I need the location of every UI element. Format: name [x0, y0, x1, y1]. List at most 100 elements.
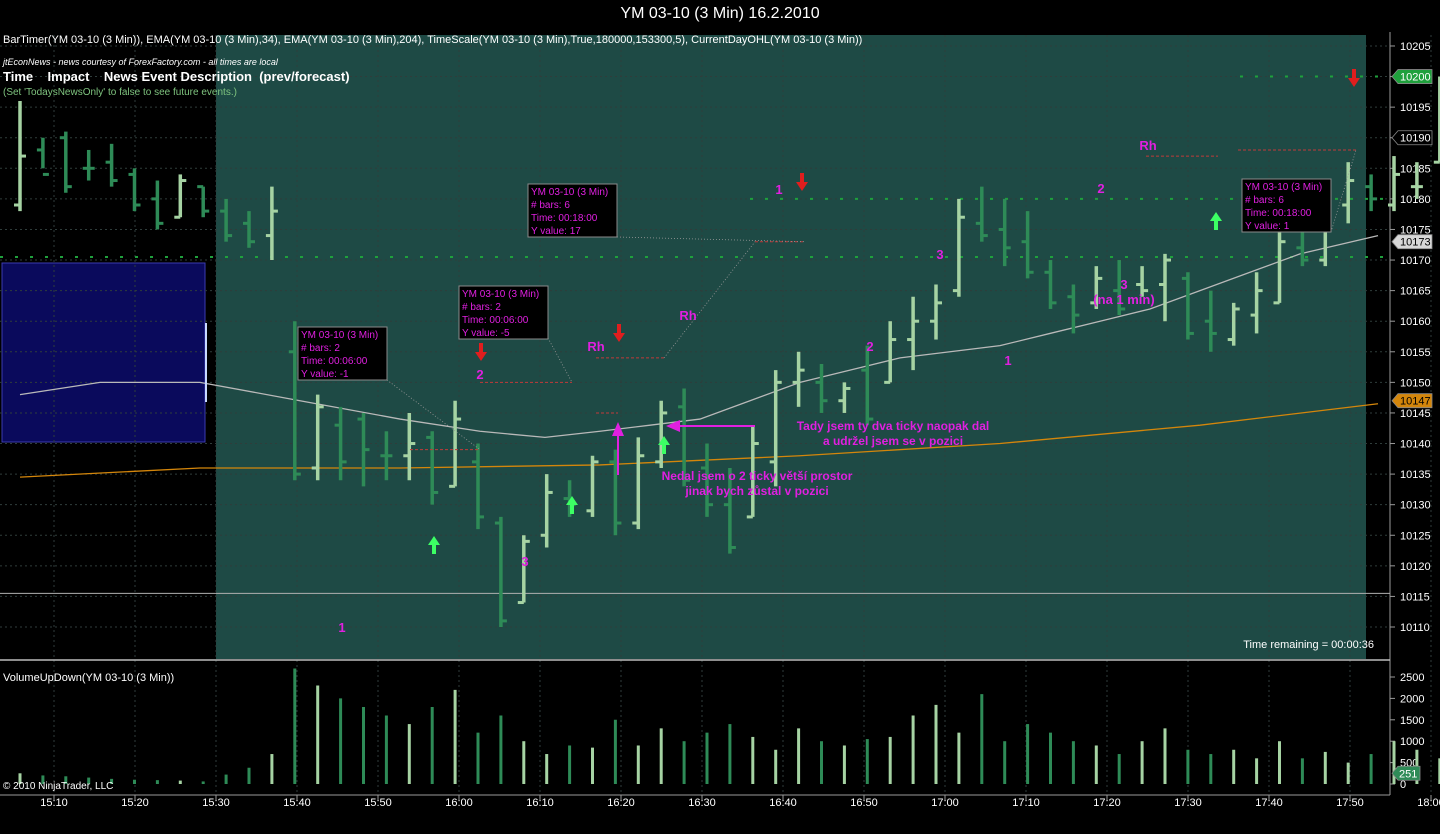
volume-bars	[18, 668, 1440, 784]
sell-arrow-head	[796, 182, 808, 191]
buy-arrow-head	[658, 436, 670, 445]
price-badge-label: 10200	[1400, 72, 1431, 84]
volume-panel-title: VolumeUpDown(YM 03-10 (3 Min))	[3, 672, 174, 684]
price-tick-label: 10175	[1400, 224, 1431, 236]
price-axis[interactable]: 10110 10115 10120 10125 10130 10135 10140 10145…	[1390, 41, 1431, 634]
label-1c: 1	[1004, 353, 1011, 368]
price-badge-label: 10147	[1400, 396, 1431, 408]
label-2a: 2	[476, 367, 483, 382]
count-labels: 1 2 3 Rh Rh 1 2 3 1 2 3 Rh (na 1 min)	[338, 138, 1156, 635]
label-1a: 1	[338, 620, 345, 635]
ruler-connector	[547, 337, 573, 383]
news-header: Time Impact News Event Description (prev…	[3, 69, 350, 84]
tooltip-2-time: Time: 00:06:00	[462, 315, 529, 326]
session-background	[216, 35, 1366, 659]
buy-arrow-stem	[1214, 220, 1218, 230]
price-tick-label: 10155	[1400, 347, 1431, 359]
premarket-box	[1, 262, 206, 443]
price-badge	[1391, 69, 1433, 84]
volume-tick-label: 0	[1400, 779, 1406, 791]
tooltip-1[interactable]: YM 03-10 (3 Min) # bars: 2 Time: 00:06:0…	[297, 326, 388, 381]
ruler-connector	[616, 236, 806, 243]
grid-lines	[0, 35, 1432, 795]
note-left-line2: jinak bych zůstal v pozici	[684, 484, 828, 498]
tooltip-4-title: YM 03-10 (3 Min)	[1245, 182, 1322, 193]
ema-204-line	[19, 403, 1379, 478]
time-tick-label: 17:30	[1174, 797, 1202, 809]
buy-arrow-head	[1210, 212, 1222, 221]
trade-notes: Tady jsem ty dva ticky naopak dal a udrž…	[662, 419, 990, 498]
label-3b: 3	[936, 247, 943, 262]
time-tick-label: 15:30	[202, 797, 230, 809]
price-badge	[1391, 393, 1433, 409]
price-tick-label: 10130	[1400, 500, 1431, 512]
news-hint: (Set 'TodaysNewsOnly' to false to see fu…	[3, 87, 237, 98]
time-tick-label: 16:50	[850, 797, 878, 809]
price-tick-label: 10110	[1400, 622, 1430, 634]
tooltip-4-bars: # bars: 6	[1245, 195, 1284, 206]
volume-tick-label: 2000	[1400, 693, 1424, 705]
note-arrows	[612, 420, 755, 475]
tooltip-1-bars: # bars: 2	[301, 343, 340, 354]
price-badge-label: 10173	[1400, 237, 1431, 249]
sell-arrow-stem	[617, 324, 621, 334]
time-tick-label: 16:00	[445, 797, 473, 809]
sell-arrow-stem	[800, 173, 804, 183]
indicator-list: BarTimer(YM 03-10 (3 Min)), EMA(YM 03-10…	[3, 34, 862, 46]
drawings[interactable]	[205, 69, 1360, 554]
price-tick-label: 10205	[1400, 41, 1431, 53]
time-tick-label: 16:20	[607, 797, 635, 809]
copyright: © 2010 NinjaTrader, LLC	[3, 781, 113, 792]
buy-arrow-head	[428, 536, 440, 545]
price-tick-label: 10160	[1400, 316, 1431, 328]
price-tick-label: 10150	[1400, 377, 1431, 389]
sell-arrow-head	[1348, 78, 1360, 87]
sell-arrow-head	[613, 333, 625, 342]
time-tick-label: 16:10	[526, 797, 554, 809]
tooltip-4-yvalue: Y value: 1	[1245, 221, 1290, 232]
tooltip-2-bars: # bars: 2	[462, 302, 501, 313]
buy-arrow-stem	[662, 444, 666, 454]
price-tick-label: 10145	[1400, 408, 1431, 420]
time-tick-label: 15:40	[283, 797, 311, 809]
label-rh-a: Rh	[587, 339, 604, 354]
time-tick-label: 16:30	[688, 797, 716, 809]
ruler-connector	[663, 241, 756, 359]
tooltip-1-yvalue: Y value: -1	[301, 369, 349, 380]
note-right-line1: Tady jsem ty dva ticky naopak dal	[797, 419, 990, 433]
price-tick-label: 10170	[1400, 255, 1431, 267]
note-na-1-min: (na 1 min)	[1093, 292, 1154, 307]
volume-tick-label: 2500	[1400, 672, 1424, 684]
sell-arrow-head	[475, 352, 487, 361]
price-badge-label: 10190	[1400, 133, 1431, 145]
tooltip-3-title: YM 03-10 (3 Min)	[531, 187, 608, 198]
tooltip-2-title: YM 03-10 (3 Min)	[462, 289, 539, 300]
time-remaining: Time remaining = 00:00:36	[1243, 639, 1374, 651]
buy-arrow-stem	[432, 544, 436, 554]
note-right-line2: a udržel jsem se v pozici	[823, 434, 963, 448]
label-2b: 2	[866, 339, 873, 354]
buy-arrow-head	[566, 496, 578, 505]
ruler-connector	[1330, 149, 1357, 233]
window-title: YM 03-10 (3 Min) 16.2.2010	[620, 5, 820, 22]
time-tick-label: 15:50	[364, 797, 392, 809]
ruler-connector	[386, 379, 481, 450]
tooltip-2[interactable]: YM 03-10 (3 Min) # bars: 2 Time: 00:06:0…	[458, 285, 549, 340]
price-tick-label: 10120	[1400, 561, 1431, 573]
time-tick-label: 15:20	[121, 797, 149, 809]
label-3a: 3	[521, 554, 528, 569]
price-badge	[1391, 130, 1433, 146]
sell-arrow-stem	[1352, 69, 1356, 79]
buy-arrow-stem	[570, 504, 574, 514]
volume-tick-label: 1000	[1400, 736, 1424, 748]
tooltip-1-title: YM 03-10 (3 Min)	[301, 330, 378, 341]
time-tick-label: 17:00	[931, 797, 959, 809]
time-axis[interactable]: 15:10 15:20 15:30 15:40 15:50 16:00 16:10 16:20…	[40, 795, 1440, 809]
tooltip-4[interactable]: YM 03-10 (3 Min) # bars: 6 Time: 00:18:0…	[1241, 178, 1332, 233]
tooltip-3[interactable]: YM 03-10 (3 Min) # bars: 6 Time: 00:18:0…	[527, 183, 618, 238]
time-tick-label: 17:50	[1336, 797, 1364, 809]
price-tick-label: 10125	[1400, 530, 1431, 542]
price-tick-label: 10135	[1400, 469, 1431, 481]
price-tick-label: 10195	[1400, 102, 1431, 114]
